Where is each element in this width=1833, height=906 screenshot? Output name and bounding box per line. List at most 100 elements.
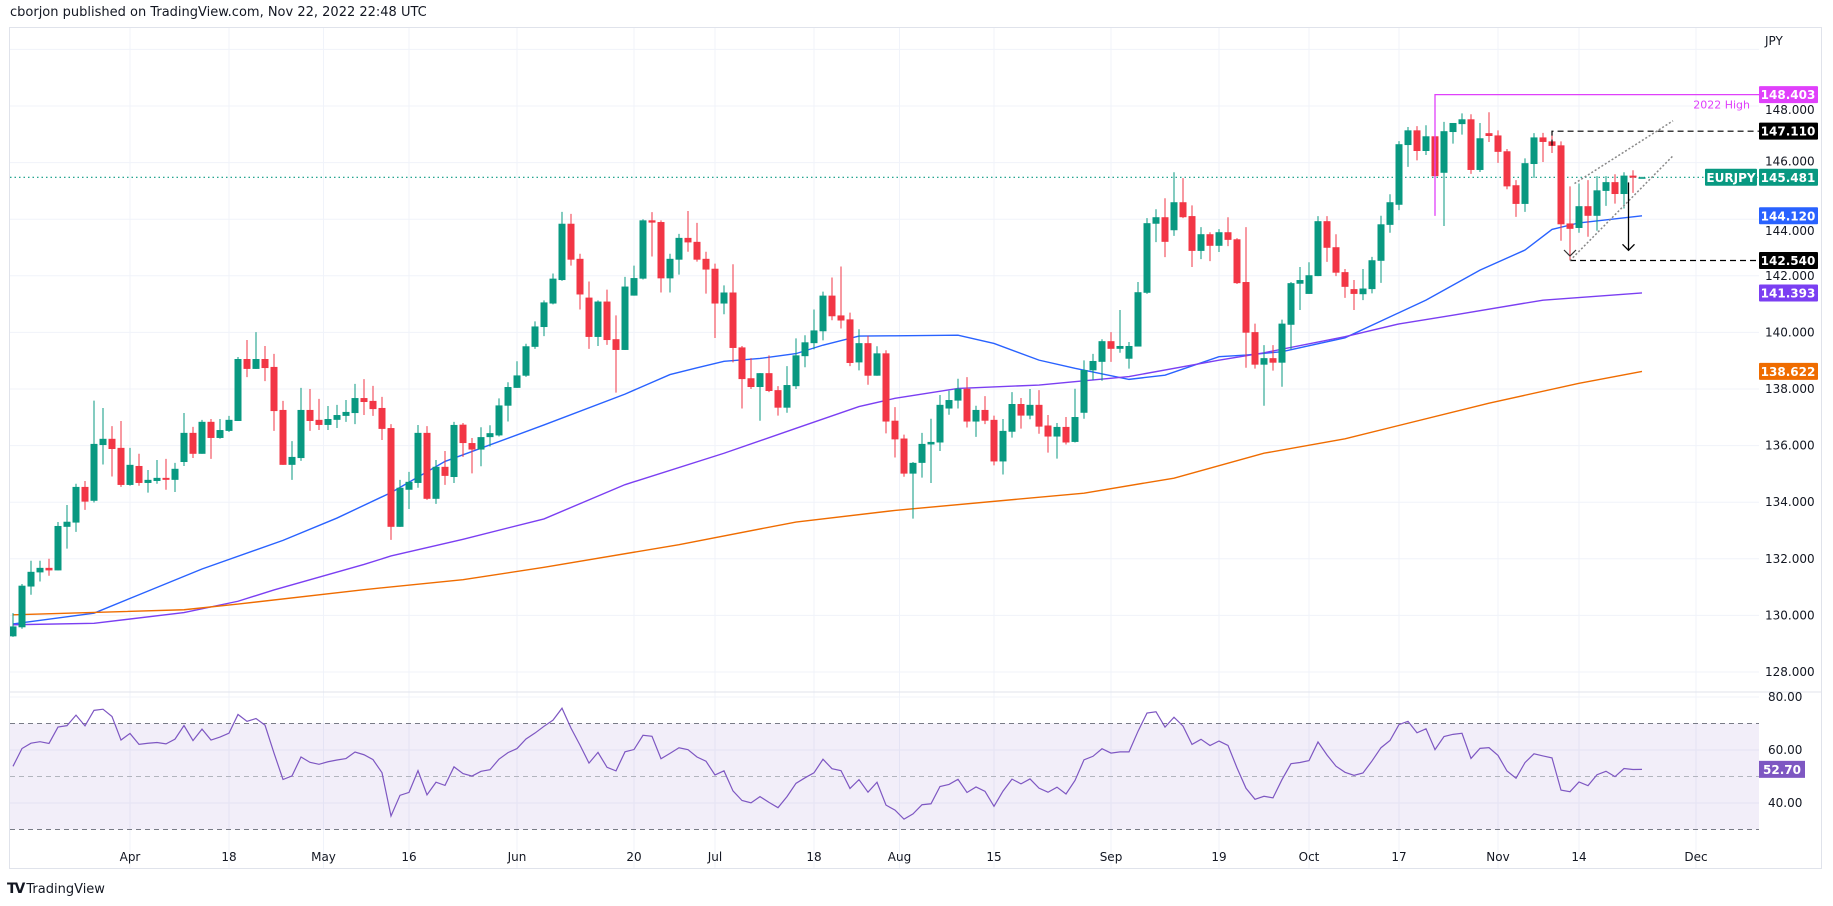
- candle: [441, 450, 449, 485]
- candle: [900, 434, 908, 477]
- candle: [1089, 353, 1097, 380]
- candle: [18, 583, 26, 629]
- currency-label: JPY: [1764, 34, 1784, 48]
- candle-body: [306, 409, 314, 421]
- candle-body: [666, 258, 674, 279]
- candle: [1026, 389, 1034, 420]
- sma100-line: [12, 292, 1643, 626]
- candle: [1386, 194, 1394, 233]
- candle: [297, 387, 305, 461]
- sma200-badge-text: 138.622: [1761, 365, 1816, 379]
- candle: [459, 422, 467, 457]
- candle-body: [594, 301, 602, 337]
- candle: [225, 415, 233, 433]
- candle: [1620, 172, 1628, 209]
- candle: [1134, 282, 1142, 347]
- high-2022-line: [1434, 93, 1759, 216]
- candle: [1269, 345, 1277, 371]
- candle-body: [1413, 130, 1421, 151]
- candle: [1494, 130, 1502, 163]
- candle: [1368, 256, 1376, 294]
- candle: [1206, 232, 1214, 262]
- candle-body: [81, 486, 89, 502]
- candle: [153, 460, 161, 484]
- price-tick-label: 128.000: [1765, 665, 1815, 679]
- candle: [477, 427, 485, 467]
- candle: [999, 418, 1007, 475]
- candle-body: [1143, 223, 1151, 293]
- candle: [666, 253, 674, 293]
- candle: [1323, 216, 1331, 262]
- candle-body: [1476, 138, 1484, 170]
- candle: [171, 462, 179, 493]
- candle-body: [1071, 417, 1079, 442]
- candle-body: [108, 438, 116, 449]
- rsi-pane: [10, 707, 1759, 830]
- candle-body: [711, 268, 719, 304]
- candle: [324, 405, 332, 431]
- candle-body: [621, 286, 629, 350]
- arrow-down-icon: [1622, 243, 1635, 252]
- candle-body: [1467, 119, 1475, 170]
- price-tick-label: 140.000: [1765, 325, 1815, 339]
- candle-body: [468, 443, 476, 450]
- candle: [1215, 229, 1223, 253]
- candle: [1557, 141, 1565, 241]
- high-2022-badge-text: 148.403: [1761, 88, 1816, 102]
- candle: [891, 407, 899, 458]
- candle-body: [387, 428, 395, 527]
- candle-body: [540, 302, 548, 328]
- candle-body: [1044, 425, 1052, 437]
- candle-body: [1080, 370, 1088, 413]
- time-tick-label: Jun: [507, 850, 527, 864]
- time-tick-label: 18: [221, 850, 236, 864]
- candle: [873, 346, 881, 376]
- candle-body: [99, 438, 107, 446]
- candle: [360, 379, 368, 416]
- candle: [729, 264, 737, 363]
- candle: [306, 389, 314, 431]
- candle: [1413, 126, 1421, 161]
- candle-body: [144, 479, 152, 483]
- candle: [1296, 267, 1304, 311]
- candle: [423, 426, 431, 500]
- candle: [405, 471, 413, 509]
- candle-body: [675, 237, 683, 260]
- time-tick-label: 14: [1571, 850, 1586, 864]
- candle: [756, 373, 764, 421]
- candle-body: [792, 355, 800, 387]
- candle-body: [315, 419, 323, 425]
- candle: [315, 398, 323, 431]
- candle-body: [765, 373, 773, 391]
- candle-body: [981, 409, 989, 421]
- candle: [1197, 227, 1205, 260]
- tradingview-logo[interactable]: TV TradingView: [7, 881, 105, 897]
- candle-body: [495, 405, 503, 436]
- candle: [639, 219, 647, 280]
- candle-body: [1116, 345, 1124, 349]
- candle: [882, 350, 890, 434]
- candle: [846, 312, 854, 367]
- candle-body: [828, 295, 836, 317]
- candle-body: [1557, 145, 1565, 225]
- candle: [432, 460, 440, 504]
- price-tick-label: 136.000: [1765, 439, 1815, 453]
- candle-body: [1206, 234, 1214, 246]
- time-tick-label: 18: [806, 850, 821, 864]
- candle: [81, 480, 89, 510]
- candle-body: [1485, 133, 1493, 136]
- resistance-line: [1551, 130, 1759, 146]
- candle: [720, 285, 728, 315]
- candle: [1260, 345, 1268, 406]
- time-tick-label: Dec: [1684, 850, 1707, 864]
- candle-body: [378, 407, 386, 429]
- candle: [396, 479, 404, 527]
- candle: [1449, 122, 1457, 144]
- candle-body: [1215, 232, 1223, 246]
- candle: [1458, 113, 1466, 135]
- candle-body: [882, 353, 890, 422]
- candle-body: [945, 400, 953, 409]
- candle: [10, 613, 17, 637]
- candle-body: [864, 343, 872, 376]
